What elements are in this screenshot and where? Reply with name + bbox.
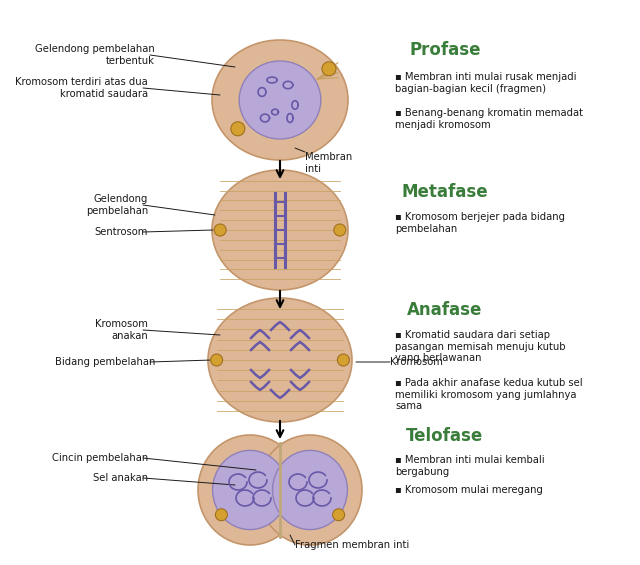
Text: Fragmen membran inti: Fragmen membran inti	[295, 540, 409, 550]
Ellipse shape	[212, 450, 287, 529]
Ellipse shape	[212, 40, 348, 160]
Circle shape	[334, 224, 346, 236]
Ellipse shape	[239, 61, 321, 139]
Text: ▪ Kromosom berjejer pada bidang
pembelahan: ▪ Kromosom berjejer pada bidang pembelah…	[395, 212, 565, 233]
Circle shape	[211, 354, 223, 366]
Text: Gelendong
pembelahan: Gelendong pembelahan	[86, 194, 148, 216]
Ellipse shape	[212, 170, 348, 290]
Circle shape	[231, 122, 245, 136]
Text: ▪ Membran inti mulai rusak menjadi
bagian-bagian kecil (fragmen): ▪ Membran inti mulai rusak menjadi bagia…	[395, 72, 577, 94]
Text: Anafase: Anafase	[407, 301, 483, 319]
Circle shape	[322, 62, 336, 76]
Text: Telofase: Telofase	[406, 427, 484, 445]
Circle shape	[216, 508, 227, 521]
Circle shape	[337, 354, 349, 366]
Text: Gelendong pembelahan
terbentuk: Gelendong pembelahan terbentuk	[35, 44, 155, 66]
Text: Kromosom: Kromosom	[390, 357, 443, 367]
Text: ▪ Pada akhir anafase kedua kutub sel
memiliki kromosom yang jumlahnya
sama: ▪ Pada akhir anafase kedua kutub sel mem…	[395, 378, 582, 411]
Text: ▪ Benang-benang kromatin memadat
menjadi kromosom: ▪ Benang-benang kromatin memadat menjadi…	[395, 108, 583, 129]
Ellipse shape	[273, 450, 348, 529]
Circle shape	[333, 508, 344, 521]
Ellipse shape	[258, 435, 362, 545]
Text: ▪ Kromatid saudara dari setiap
pasangan memisah menuju kutub
yang berlawanan: ▪ Kromatid saudara dari setiap pasangan …	[395, 330, 566, 363]
Text: Kromosom
anakan: Kromosom anakan	[95, 319, 148, 341]
Text: Bidang pembelahan: Bidang pembelahan	[54, 357, 155, 367]
Ellipse shape	[198, 435, 302, 545]
Ellipse shape	[208, 298, 352, 422]
Text: ▪ Membran inti mulai kembali
bergabung: ▪ Membran inti mulai kembali bergabung	[395, 455, 545, 477]
Text: Sel anakan: Sel anakan	[93, 473, 148, 483]
Text: Sentrosom: Sentrosom	[95, 227, 148, 237]
Text: Profase: Profase	[409, 41, 481, 59]
Text: Membran
inti: Membran inti	[305, 152, 352, 173]
Text: Metafase: Metafase	[402, 183, 488, 201]
Text: Kromosom terdiri atas dua
kromatid saudara: Kromosom terdiri atas dua kromatid sauda…	[15, 77, 148, 99]
Text: Cincin pembelahan: Cincin pembelahan	[52, 453, 148, 463]
Text: ▪ Kromosom mulai meregang: ▪ Kromosom mulai meregang	[395, 485, 543, 495]
Circle shape	[214, 224, 226, 236]
